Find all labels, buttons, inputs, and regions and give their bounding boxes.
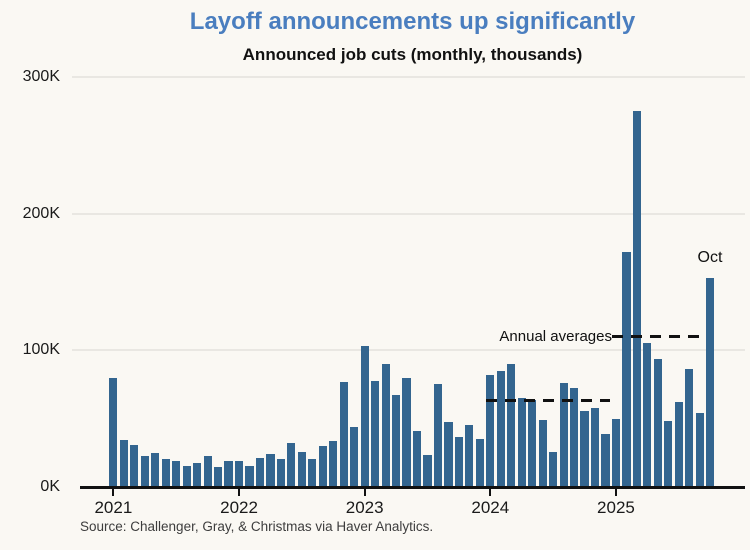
y-axis-label-0K: 0K <box>40 478 60 495</box>
bar-2022-09 <box>318 446 327 487</box>
bar-2022-05 <box>276 458 285 487</box>
oct-bar-label: Oct <box>697 249 723 266</box>
bar-2024-06 <box>538 420 547 487</box>
y-axis-label-300K: 300K <box>22 68 60 85</box>
bar-2021-03 <box>130 445 139 487</box>
gridline-200K <box>72 212 745 215</box>
bar-2021-12 <box>224 460 233 487</box>
bar-2024-02 <box>496 371 505 487</box>
x-axis-label-2022: 2022 <box>220 498 258 517</box>
bar-2022-01 <box>234 460 244 487</box>
chart-subtitle: Announced job cuts (monthly, thousands) <box>242 45 583 64</box>
bar-2025-10 <box>706 277 715 487</box>
bar-2025-03 <box>632 110 641 487</box>
chart-title: Layoff announcements up significantly <box>189 8 636 35</box>
x-axis-tick-2022 <box>238 489 241 496</box>
bar-2021-09 <box>193 462 202 487</box>
bar-2023-09 <box>444 422 453 487</box>
x-axis-label-2024: 2024 <box>471 498 510 517</box>
bar-2024-05 <box>528 399 537 487</box>
x-axis-tick-2025 <box>614 489 617 496</box>
bar-2023-03 <box>381 364 390 487</box>
bar-2023-07 <box>423 454 432 487</box>
x-axis-tick-2024 <box>489 489 492 496</box>
bar-2023-06 <box>412 431 422 487</box>
gridline-100K <box>72 349 745 352</box>
bar-2022-04 <box>266 453 275 487</box>
gridline-300K <box>72 76 745 78</box>
bar-2023-02 <box>371 380 380 487</box>
y-axis-label-100K: 100K <box>22 341 60 359</box>
annual-average-line-2025 <box>611 335 707 339</box>
x-axis-tick-2021 <box>112 489 115 496</box>
bar-2025-05 <box>653 358 662 487</box>
bar-2025-01 <box>611 418 621 487</box>
source-note: Source: Challenger, Gray, & Christmas vi… <box>80 519 434 534</box>
bar-2024-03 <box>507 363 516 487</box>
bar-2025-02 <box>622 251 631 487</box>
bar-2025-04 <box>643 342 652 487</box>
bar-2022-07 <box>297 451 306 487</box>
bar-2022-02 <box>245 466 254 487</box>
bar-2023-10 <box>454 436 463 487</box>
bar-2022-08 <box>308 458 317 487</box>
bar-2025-08 <box>685 369 694 487</box>
x-axis-line <box>80 486 745 489</box>
bar-2022-03 <box>255 457 265 487</box>
bar-2024-12 <box>601 433 610 487</box>
bar-2024-11 <box>590 408 600 487</box>
bar-2023-11 <box>465 424 474 487</box>
bar-2025-06 <box>664 421 673 487</box>
bar-2021-08 <box>182 465 191 487</box>
bar-2025-09 <box>695 413 704 487</box>
bar-2023-04 <box>391 395 401 487</box>
bar-2024-08 <box>559 383 568 487</box>
bar-2021-07 <box>172 461 181 487</box>
bar-2021-01 <box>109 378 118 487</box>
x-axis-label-2023: 2023 <box>345 498 384 517</box>
bar-2022-11 <box>339 382 348 487</box>
bar-2024-10 <box>580 411 589 487</box>
x-axis-label-2025: 2025 <box>597 498 635 517</box>
bar-2023-08 <box>433 384 443 487</box>
bar-2021-10 <box>203 455 212 487</box>
bar-2021-04 <box>140 455 149 487</box>
bar-2024-07 <box>549 451 558 487</box>
annual-averages-label: Annual averages <box>499 328 612 345</box>
bar-2023-12 <box>475 439 484 487</box>
bar-2022-10 <box>329 440 338 487</box>
bar-2022-06 <box>287 442 296 487</box>
bar-2021-06 <box>161 458 170 487</box>
bar-2024-09 <box>569 387 579 487</box>
bar-2023-05 <box>402 377 411 487</box>
bar-2024-01 <box>486 374 495 487</box>
bar-2023-01 <box>360 346 369 487</box>
bar-2021-02 <box>119 439 128 487</box>
x-axis-tick-2023 <box>363 489 366 496</box>
y-axis-label-200K: 200K <box>22 204 60 222</box>
bar-2021-05 <box>151 453 160 487</box>
bar-2024-04 <box>517 398 526 487</box>
bar-2021-11 <box>214 466 223 487</box>
x-axis-label-2021: 2021 <box>94 498 133 517</box>
bar-2025-07 <box>674 402 683 487</box>
annual-average-line-2024 <box>486 398 610 402</box>
bar-2022-12 <box>350 427 359 487</box>
